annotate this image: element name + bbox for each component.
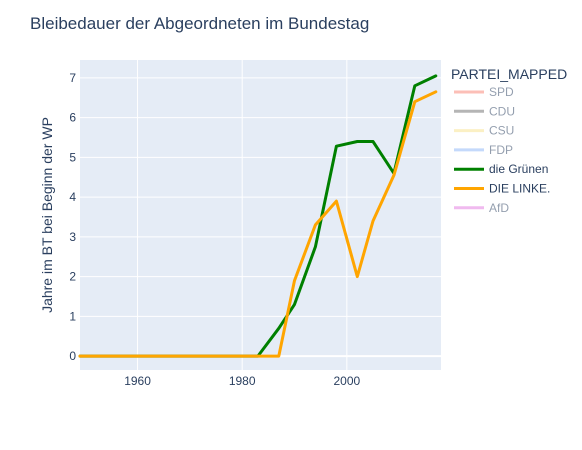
legend-label-die-linke: DIE LINKE. [489, 182, 550, 196]
legend[interactable]: SPD CDU CSU FDP die Grünen DIE LINKE. AfD [454, 85, 550, 215]
series-line-die-linke [78, 90, 438, 358]
y-tick-label-7: 7 [69, 71, 76, 85]
legend-item-die-linke[interactable]: DIE LINKE. [454, 182, 550, 196]
legend-label-die-gr-nen: die Grünen [489, 162, 548, 176]
legend-item-afd[interactable]: AfD [454, 201, 509, 215]
legend-item-cdu[interactable]: CDU [454, 104, 515, 118]
legend-item-fdp[interactable]: FDP [454, 143, 513, 157]
y-tick-label-2: 2 [69, 270, 76, 284]
y-tick-label-1: 1 [69, 309, 76, 323]
legend-label-spd: SPD [489, 85, 514, 99]
y-tick-label-0: 0 [69, 349, 76, 363]
legend-item-csu[interactable]: CSU [454, 124, 514, 138]
plot-area [80, 60, 441, 370]
y-tick-label-4: 4 [69, 190, 76, 204]
y-tick-label-5: 5 [69, 150, 76, 164]
y-axis-title: Jahre im BT bei Beginn der WP [39, 117, 55, 313]
legend-title: PARTEI_MAPPED [451, 66, 567, 82]
legend-label-fdp: FDP [489, 143, 513, 157]
x-tick-label-2000: 2000 [333, 374, 360, 388]
series-lines [78, 74, 438, 358]
legend-label-cdu: CDU [489, 104, 515, 118]
y-tick-label-3: 3 [69, 230, 76, 244]
y-tick-label-6: 6 [69, 111, 76, 125]
x-tick-label-1960: 1960 [124, 374, 151, 388]
legend-label-afd: AfD [489, 201, 509, 215]
x-tick-label-1980: 1980 [229, 374, 256, 388]
chart-title: Bleibedauer der Abgeordneten im Bundesta… [30, 14, 369, 33]
tick-labels: 1960 1980 2000 0 1 2 3 4 5 6 7 [69, 71, 360, 388]
legend-label-csu: CSU [489, 124, 514, 138]
legend-item-spd[interactable]: SPD [454, 85, 514, 99]
legend-item-die-gr-nen[interactable]: die Grünen [454, 162, 548, 176]
